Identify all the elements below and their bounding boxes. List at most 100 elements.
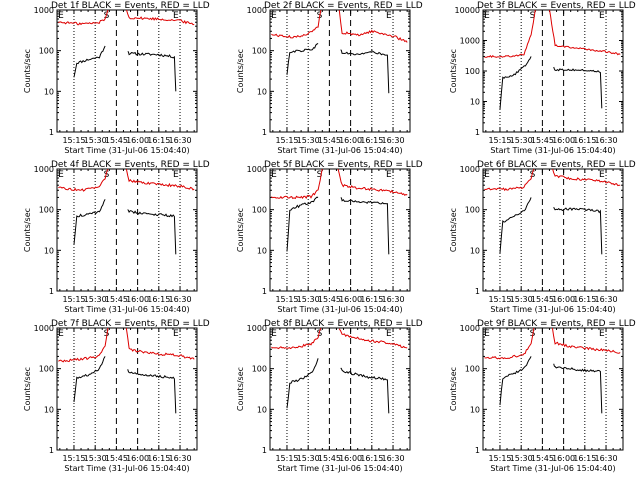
events-series-line <box>127 369 177 414</box>
start-marker: S <box>530 11 536 21</box>
x-tick-label: 15:30 <box>510 136 533 145</box>
x-tick-label: 16:30 <box>381 136 404 145</box>
y-tick-label: 10 <box>470 98 480 107</box>
y-tick-label: 10 <box>44 405 54 414</box>
y-tick-label: 1 <box>262 287 267 296</box>
panel-title: Det 8f BLACK = Events, RED = LLD <box>264 319 423 329</box>
x-tick-label: 15:45 <box>531 295 554 304</box>
y-tick-label: 1000 <box>34 6 54 15</box>
events-series-line <box>553 206 603 255</box>
y-tick-label: 1 <box>49 128 54 137</box>
y-axis-label: Counts/sec <box>449 367 458 411</box>
y-tick-label: 1000 <box>247 165 267 174</box>
x-tick-label: 16:15 <box>147 295 170 304</box>
end-marker: E <box>599 170 605 180</box>
x-tick-label: 15:45 <box>105 136 128 145</box>
x-tick-label: 16:00 <box>552 136 575 145</box>
events-series-line <box>286 196 319 252</box>
end-marker: E <box>484 329 490 339</box>
x-axis-label: Start Time (31-Jul-06 15:04:40) <box>277 146 402 155</box>
events-series-line <box>127 209 177 255</box>
lld-series-line <box>271 169 323 200</box>
lld-series-line <box>58 10 109 26</box>
panel-title: Det 4f BLACK = Events, RED = LLD <box>51 160 210 170</box>
panel-title: Det 5f BLACK = Events, RED = LLD <box>264 160 423 170</box>
end-marker: E <box>484 11 490 21</box>
y-tick-label: 10 <box>470 246 480 255</box>
x-tick-label: 15:45 <box>531 454 554 463</box>
x-tick-label: 15:30 <box>510 454 533 463</box>
events-series-line <box>286 43 319 75</box>
lld-series-line <box>338 328 408 349</box>
x-axis-label: Start Time (31-Jul-06 15:04:40) <box>277 305 402 314</box>
x-axis-label: Start Time (31-Jul-06 15:04:40) <box>64 305 189 314</box>
events-series-line <box>340 367 390 414</box>
x-tick-label: 16:00 <box>552 454 575 463</box>
plot-frame <box>56 327 198 451</box>
y-tick-label: 1000 <box>460 324 480 333</box>
y-tick-label: 1000 <box>247 324 267 333</box>
lld-series-line <box>484 10 536 59</box>
events-series-line <box>553 66 603 109</box>
lld-series-line <box>271 328 322 350</box>
end-marker: E <box>271 170 277 180</box>
y-tick-label: 10000 <box>455 6 480 15</box>
y-tick-label: 100 <box>465 67 480 76</box>
y-tick-label: 100 <box>39 206 54 215</box>
x-tick-label: 15:30 <box>84 454 107 463</box>
y-axis-label: Counts/sec <box>449 49 458 93</box>
lld-series-line <box>337 169 408 196</box>
lld-series-line <box>484 169 535 192</box>
panel-title: Det 2f BLACK = Events, RED = LLD <box>264 1 423 11</box>
end-marker: E <box>173 329 179 339</box>
x-tick-label: 15:30 <box>84 136 107 145</box>
panel-title: Det 3f BLACK = Events, RED = LLD <box>477 1 636 11</box>
x-tick-label: 16:00 <box>339 136 362 145</box>
x-tick-label: 16:15 <box>573 454 596 463</box>
x-tick-label: 16:00 <box>126 454 149 463</box>
x-tick-label: 16:30 <box>381 454 404 463</box>
end-marker: E <box>58 170 64 180</box>
y-axis-label: Counts/sec <box>449 208 458 252</box>
lld-series-line <box>549 10 621 56</box>
start-marker: S <box>104 170 110 180</box>
y-tick-label: 100 <box>39 47 54 56</box>
panel-title: Det 6f BLACK = Events, RED = LLD <box>477 160 636 170</box>
x-tick-label: 16:00 <box>126 295 149 304</box>
x-tick-label: 16:30 <box>168 295 191 304</box>
events-series-line <box>499 356 532 406</box>
x-tick-label: 15:45 <box>318 454 341 463</box>
plot-frame <box>482 9 624 133</box>
x-tick-label: 16:15 <box>573 136 596 145</box>
x-axis-label: Start Time (31-Jul-06 15:04:40) <box>490 305 615 314</box>
x-tick-label: 16:30 <box>168 454 191 463</box>
lld-series-line <box>338 10 408 43</box>
lld-series-line <box>271 10 322 39</box>
lld-series-line <box>551 328 621 354</box>
x-tick-label: 15:15 <box>62 295 85 304</box>
plot-frame <box>482 327 624 451</box>
plot-frame <box>56 168 198 292</box>
plot-frame <box>56 9 198 133</box>
y-axis-label: Counts/sec <box>23 49 32 93</box>
y-tick-label: 1000 <box>460 165 480 174</box>
x-tick-label: 16:00 <box>339 295 362 304</box>
x-tick-label: 16:30 <box>594 295 617 304</box>
x-tick-label: 15:30 <box>84 295 107 304</box>
y-tick-label: 1000 <box>460 37 480 46</box>
y-tick-label: 100 <box>465 206 480 215</box>
plot-frame <box>482 168 624 292</box>
panel-title: Det 7f BLACK = Events, RED = LLD <box>51 319 210 329</box>
x-tick-label: 15:45 <box>105 295 128 304</box>
end-marker: E <box>58 11 64 21</box>
y-tick-label: 10 <box>257 405 267 414</box>
y-tick-label: 1000 <box>34 165 54 174</box>
x-tick-label: 15:15 <box>62 454 85 463</box>
end-marker: E <box>173 11 179 21</box>
detector-panel: Det 1f BLACK = Events, RED = LLD 1 10 100 10… <box>23 1 210 155</box>
y-tick-label: 100 <box>465 365 480 374</box>
y-tick-label: 1 <box>262 128 267 137</box>
x-tick-label: 16:30 <box>594 136 617 145</box>
start-marker: S <box>104 11 110 21</box>
